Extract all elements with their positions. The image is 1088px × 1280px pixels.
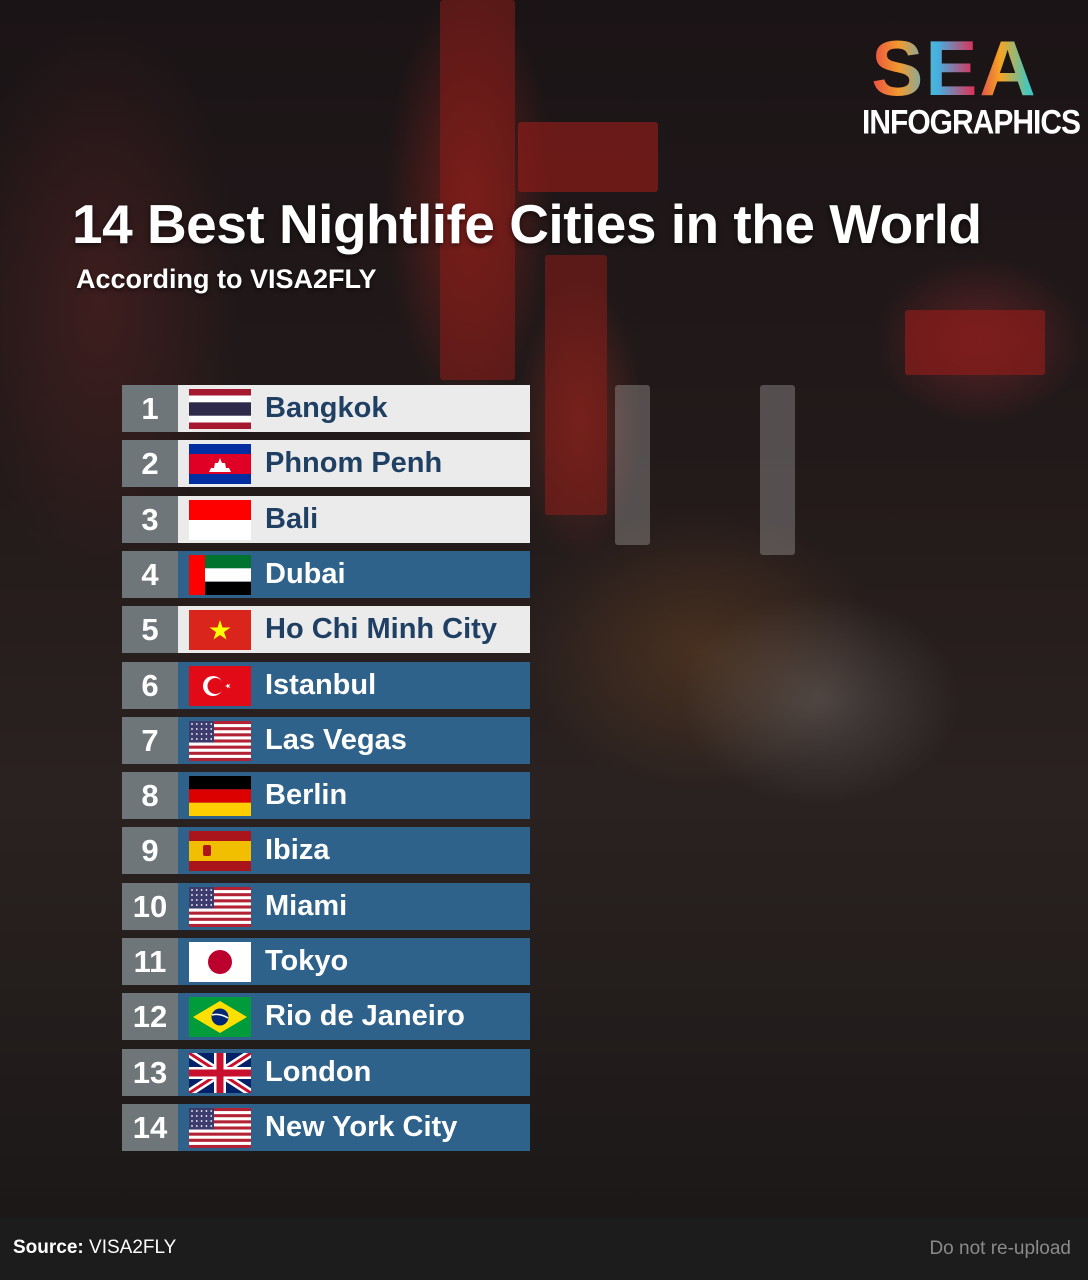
rank-number: 7	[122, 717, 178, 764]
city-bar: Bali	[178, 496, 530, 543]
ranking-row: 5 Ho Chi Minh City	[122, 606, 530, 653]
city-bar: Bangkok	[178, 385, 530, 432]
ranking-row: 2 Phnom Penh	[122, 440, 530, 487]
vietnam-flag-icon	[189, 609, 251, 650]
rank-number: 13	[122, 1049, 178, 1096]
city-name: Ho Chi Minh City	[265, 613, 497, 645]
city-bar: Ibiza	[178, 827, 530, 874]
ranking-row: 14 New York City	[122, 1104, 530, 1151]
thailand-flag-icon	[189, 388, 251, 429]
city-bar: Tokyo	[178, 938, 530, 985]
neon-sign	[518, 122, 658, 192]
city-name: Berlin	[265, 779, 348, 811]
ranking-row: 1 Bangkok	[122, 385, 530, 432]
ranking-row: 10 Miami	[122, 883, 530, 930]
city-name: Rio de Janeiro	[265, 1000, 465, 1032]
turkey-flag-icon	[189, 665, 251, 706]
ranking-row: 12 Rio de Janeiro	[122, 993, 530, 1040]
rank-number: 8	[122, 772, 178, 819]
ranking-row: 6 Istanbul	[122, 662, 530, 709]
ranking-row: 9 Ibiza	[122, 827, 530, 874]
ranking-row: 7 Las Vegas	[122, 717, 530, 764]
city-bar: London	[178, 1049, 530, 1096]
neon-sign	[905, 310, 1045, 375]
ranking-row: 13 London	[122, 1049, 530, 1096]
rank-number: 12	[122, 993, 178, 1040]
uk-flag-icon	[189, 1052, 251, 1093]
city-bar: Miami	[178, 883, 530, 930]
source-credit: Source: VISA2FLY	[13, 1237, 176, 1259]
ranking-row: 8 Berlin	[122, 772, 530, 819]
city-name: Istanbul	[265, 669, 377, 701]
rank-number: 10	[122, 883, 178, 930]
neon-sign	[615, 385, 650, 545]
neon-sign	[440, 0, 515, 380]
cambodia-flag-icon	[189, 443, 251, 484]
brand-logo: SEA INFOGRAPHICS	[862, 29, 1081, 142]
ranking-row: 3 Bali	[122, 496, 530, 543]
city-bar: Berlin	[178, 772, 530, 819]
city-bar: Las Vegas	[178, 717, 530, 764]
japan-flag-icon	[189, 941, 251, 982]
reupload-notice: Do not re-upload	[929, 1238, 1071, 1259]
city-name: Tokyo	[265, 945, 349, 977]
usa-flag-icon	[189, 886, 251, 927]
city-name: Bangkok	[265, 392, 388, 424]
neon-sign	[545, 255, 607, 515]
city-bar: New York City	[178, 1104, 530, 1151]
city-name: New York City	[265, 1111, 458, 1143]
city-bar: Istanbul	[178, 662, 530, 709]
usa-flag-icon	[189, 720, 251, 761]
rank-number: 14	[122, 1104, 178, 1151]
rank-number: 2	[122, 440, 178, 487]
rank-number: 5	[122, 606, 178, 653]
footer	[0, 1218, 1088, 1280]
city-name: Phnom Penh	[265, 447, 443, 479]
logo-infographics: INFOGRAPHICS	[862, 103, 1081, 142]
rank-number: 6	[122, 662, 178, 709]
spain-flag-icon	[189, 830, 251, 871]
rank-number: 3	[122, 496, 178, 543]
city-bar: Phnom Penh	[178, 440, 530, 487]
source-label: Source:	[13, 1237, 84, 1258]
germany-flag-icon	[189, 775, 251, 816]
indonesia-flag-icon	[189, 499, 251, 540]
rank-number: 4	[122, 551, 178, 598]
rank-number: 1	[122, 385, 178, 432]
city-name: Ibiza	[265, 834, 330, 866]
rank-number: 9	[122, 827, 178, 874]
neon-sign	[760, 385, 795, 555]
ranking-row: 4 Dubai	[122, 551, 530, 598]
page-subtitle: According to VISA2FLY	[76, 264, 377, 294]
city-name: Bali	[265, 503, 319, 535]
city-name: London	[265, 1056, 372, 1088]
ranking-row: 11 Tokyo	[122, 938, 530, 985]
source-value: VISA2FLY	[89, 1237, 177, 1258]
brazil-flag-icon	[189, 996, 251, 1037]
city-bar: Rio de Janeiro	[178, 993, 530, 1040]
city-bar: Dubai	[178, 551, 530, 598]
city-name: Miami	[265, 890, 348, 922]
city-name: Dubai	[265, 558, 346, 590]
uae-flag-icon	[189, 554, 251, 595]
usa-flag-icon	[189, 1107, 251, 1148]
rank-number: 11	[122, 938, 178, 985]
city-bar: Ho Chi Minh City	[178, 606, 530, 653]
logo-sea: SEA	[862, 29, 1047, 107]
page-title: 14 Best Nightlife Cities in the World	[72, 193, 982, 255]
city-name: Las Vegas	[265, 724, 407, 756]
